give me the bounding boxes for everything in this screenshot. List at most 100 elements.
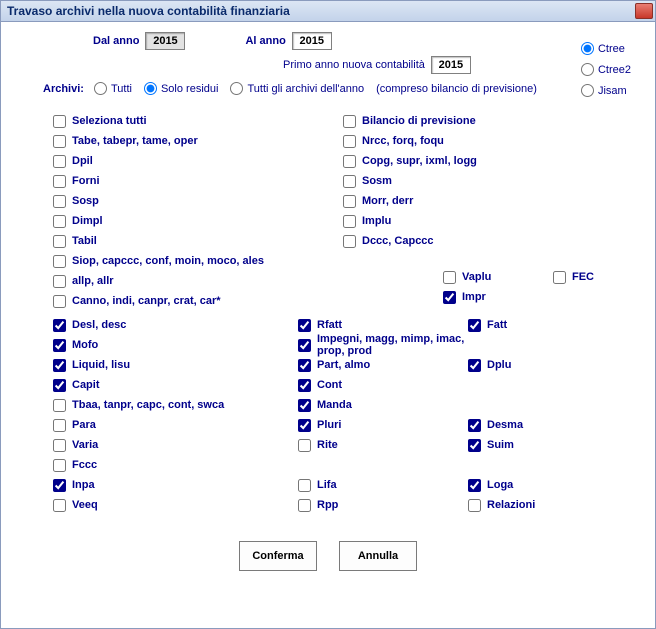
- col2-item[interactable]: Rite: [298, 435, 468, 455]
- col1-checkbox[interactable]: [53, 439, 66, 452]
- mid-right-checkbox[interactable]: [443, 291, 456, 304]
- radio-tutti-anno[interactable]: Tutti gli archivi dell'anno: [230, 82, 364, 95]
- left-upper-item[interactable]: Tabil: [53, 231, 343, 251]
- right-upper-checkbox[interactable]: [343, 115, 356, 128]
- radio-solo-input[interactable]: [144, 82, 157, 95]
- radio-ctree2-input[interactable]: [581, 63, 594, 76]
- col1-item[interactable]: Varia: [53, 435, 298, 455]
- col3-item[interactable]: Relazioni: [468, 495, 618, 515]
- col1-checkbox[interactable]: [53, 339, 66, 352]
- col2-checkbox[interactable]: [298, 399, 311, 412]
- primo-anno-input[interactable]: [431, 56, 471, 74]
- col1-item[interactable]: Desl, desc: [53, 315, 298, 335]
- col3-checkbox[interactable]: [468, 359, 481, 372]
- col2-item[interactable]: Impegni, magg, mimp, imac, prop, prod: [298, 335, 468, 355]
- left-upper-item[interactable]: Sosp: [53, 191, 343, 211]
- mid-right-item[interactable]: Vaplu: [443, 267, 543, 287]
- radio-jisam[interactable]: Jisam: [581, 84, 631, 97]
- col2-item[interactable]: Manda: [298, 395, 468, 415]
- radio-ctree-input[interactable]: [581, 42, 594, 55]
- col2-checkbox[interactable]: [298, 379, 311, 392]
- right-upper-item[interactable]: Copg, supr, ixml, logg: [343, 151, 643, 171]
- radio-solo-residui[interactable]: Solo residui: [144, 82, 218, 95]
- col1-item[interactable]: Capit: [53, 375, 298, 395]
- col1-checkbox[interactable]: [53, 379, 66, 392]
- col1-checkbox[interactable]: [53, 319, 66, 332]
- col1-item[interactable]: Fccc: [53, 455, 298, 475]
- chk-fec-input[interactable]: [553, 271, 566, 284]
- right-upper-item[interactable]: Sosm: [343, 171, 643, 191]
- left-upper-item[interactable]: Seleziona tutti: [53, 111, 343, 131]
- left-upper-item[interactable]: Dpil: [53, 151, 343, 171]
- col1-item[interactable]: Tbaa, tanpr, capc, cont, swca: [53, 395, 298, 415]
- col1-checkbox[interactable]: [53, 459, 66, 472]
- col2-item[interactable]: Pluri: [298, 415, 468, 435]
- col3-item[interactable]: Suim: [468, 435, 618, 455]
- right-upper-item[interactable]: Dccc, Capccc: [343, 231, 643, 251]
- left-upper-checkbox[interactable]: [53, 155, 66, 168]
- col2-item[interactable]: Cont: [298, 375, 468, 395]
- right-upper-checkbox[interactable]: [343, 215, 356, 228]
- col2-item[interactable]: Part, almo: [298, 355, 468, 375]
- radio-ctree2[interactable]: Ctree2: [581, 63, 631, 76]
- col3-checkbox[interactable]: [468, 439, 481, 452]
- col1-checkbox[interactable]: [53, 419, 66, 432]
- col1-item[interactable]: Liquid, lisu: [53, 355, 298, 375]
- radio-ctree[interactable]: Ctree: [581, 42, 631, 55]
- left-upper-checkbox[interactable]: [53, 255, 66, 268]
- close-icon[interactable]: [635, 3, 653, 19]
- col3-item[interactable]: Dplu: [468, 355, 618, 375]
- col1-item[interactable]: Para: [53, 415, 298, 435]
- left-upper-checkbox[interactable]: [53, 235, 66, 248]
- confirm-button[interactable]: Conferma: [239, 541, 317, 571]
- left-upper-checkbox[interactable]: [53, 215, 66, 228]
- col3-checkbox[interactable]: [468, 499, 481, 512]
- col2-checkbox[interactable]: [298, 339, 311, 352]
- col2-checkbox[interactable]: [298, 499, 311, 512]
- right-upper-checkbox[interactable]: [343, 175, 356, 188]
- mid-right-item[interactable]: Impr: [443, 287, 543, 307]
- right-upper-item[interactable]: Bilancio di previsione: [343, 111, 643, 131]
- col1-checkbox[interactable]: [53, 499, 66, 512]
- right-upper-checkbox[interactable]: [343, 155, 356, 168]
- left-upper-checkbox[interactable]: [53, 175, 66, 188]
- col2-checkbox[interactable]: [298, 479, 311, 492]
- left-upper-checkbox[interactable]: [53, 195, 66, 208]
- left-upper-item[interactable]: Tabe, tabepr, tame, oper: [53, 131, 343, 151]
- col1-checkbox[interactable]: [53, 359, 66, 372]
- col1-checkbox[interactable]: [53, 479, 66, 492]
- col1-checkbox[interactable]: [53, 399, 66, 412]
- right-upper-item[interactable]: Morr, derr: [343, 191, 643, 211]
- col3-item[interactable]: Loga: [468, 475, 618, 495]
- col2-item[interactable]: Lifa: [298, 475, 468, 495]
- right-upper-checkbox[interactable]: [343, 195, 356, 208]
- left-upper-checkbox[interactable]: [53, 115, 66, 128]
- col2-checkbox[interactable]: [298, 439, 311, 452]
- col2-item[interactable]: Rpp: [298, 495, 468, 515]
- cancel-button[interactable]: Annulla: [339, 541, 417, 571]
- col2-checkbox[interactable]: [298, 419, 311, 432]
- radio-jisam-input[interactable]: [581, 84, 594, 97]
- col3-checkbox[interactable]: [468, 479, 481, 492]
- right-upper-item[interactable]: Nrcc, forq, foqu: [343, 131, 643, 151]
- radio-tutti-anno-input[interactable]: [230, 82, 243, 95]
- dal-anno-input[interactable]: [145, 32, 185, 50]
- chk-fec[interactable]: FEC: [553, 267, 594, 287]
- col1-item[interactable]: Veeq: [53, 495, 298, 515]
- right-upper-checkbox[interactable]: [343, 135, 356, 148]
- col2-checkbox[interactable]: [298, 319, 311, 332]
- right-upper-checkbox[interactable]: [343, 235, 356, 248]
- al-anno-input[interactable]: [292, 32, 332, 50]
- col3-checkbox[interactable]: [468, 319, 481, 332]
- left-upper-item[interactable]: Forni: [53, 171, 343, 191]
- radio-tutti-input[interactable]: [94, 82, 107, 95]
- left-upper-item[interactable]: Dimpl: [53, 211, 343, 231]
- col2-item[interactable]: Rfatt: [298, 315, 468, 335]
- radio-tutti[interactable]: Tutti: [94, 82, 132, 95]
- col3-item[interactable]: Fatt: [468, 315, 618, 335]
- right-upper-item[interactable]: Implu: [343, 211, 643, 231]
- left-upper-checkbox[interactable]: [53, 135, 66, 148]
- col1-item[interactable]: Mofo: [53, 335, 298, 355]
- mid-right-checkbox[interactable]: [443, 271, 456, 284]
- col1-item[interactable]: Inpa: [53, 475, 298, 495]
